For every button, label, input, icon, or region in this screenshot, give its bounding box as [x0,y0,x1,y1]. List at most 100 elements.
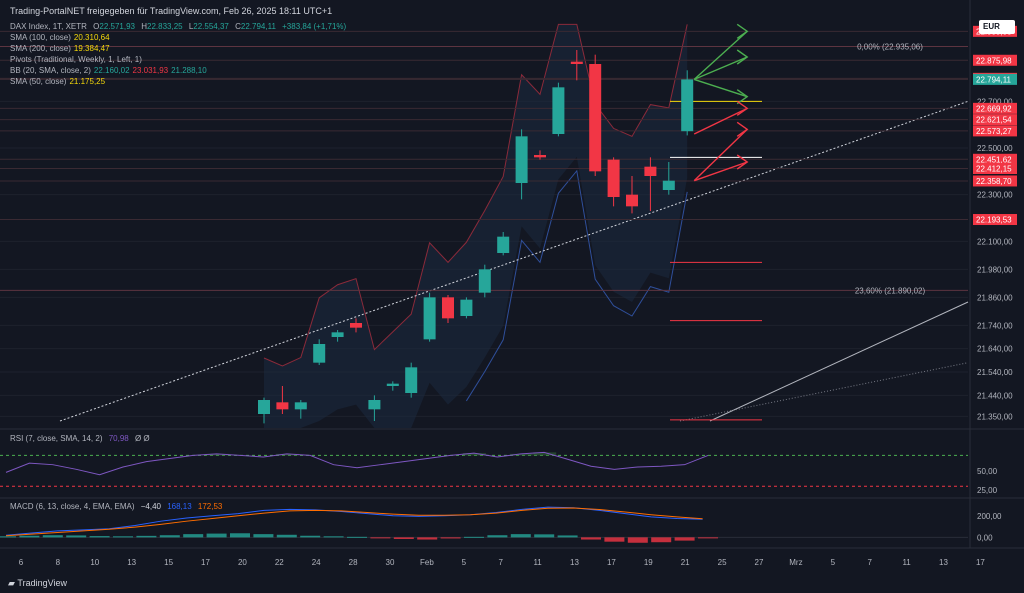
macd-histogram-bar [183,534,204,538]
y-tick-label: 21.640,00 [977,345,1013,354]
bollinger-upper-line [263,23,688,367]
x-tick-label: 30 [386,558,395,567]
red-arrow-head [736,100,749,116]
tradingview-icon: ▰ [8,578,18,588]
open-value: 22.571,93 [99,22,135,31]
candle-body [607,159,620,197]
macd-histogram-bar [604,537,625,542]
legend-pivots-row[interactable]: Pivots (Traditional, Weekly, 1, Left, 1) [10,55,142,64]
y-tick-label: 22.100,00 [977,237,1013,246]
x-tick-label: 13 [570,558,579,567]
rsi-overbought-fill [463,453,486,456]
macd-histogram-bar [66,535,87,538]
close-value: 22.794,11 [240,22,276,31]
x-tick-label: 17 [201,558,210,567]
green-arrow [693,78,748,98]
candle-body [681,79,694,132]
candle-body [515,136,528,183]
legend-sma100-row[interactable]: SMA (100, close) 20.310,64 [10,33,110,42]
rsi-legend[interactable]: RSI (7, close, SMA, 14, 2) 70,98 Ø Ø [10,434,150,443]
candle-body [368,400,381,410]
macd-histogram-bar [42,535,63,538]
x-tick-label: 8 [56,558,61,567]
macd-histogram-bar [0,536,16,538]
macd-histogram-bar [674,537,695,541]
macd-histogram-bar [440,537,461,539]
price-tag-bg [973,175,1017,187]
y-tick-label: 22.500,00 [977,144,1013,153]
candle-body [405,367,418,393]
candle-body [276,402,289,410]
price-tag-bg [973,125,1017,137]
candle-body [350,323,362,328]
bollinger-lower-line [465,169,688,402]
x-tick-label: 21 [681,558,690,567]
red-arrow-head [736,121,749,137]
macd-histogram-bar [19,535,40,538]
y-tick-label: 21.980,00 [977,265,1013,274]
y-tick-label: 21.440,00 [977,391,1013,400]
rsi-tick-label: 25,00 [977,486,998,495]
green-arrow [693,30,748,80]
rsi-tick-label: 50,00 [977,467,998,476]
x-tick-label: 27 [755,558,764,567]
candle-body [386,383,399,386]
share-header: Trading-PortalNET freigegeben für Tradin… [10,6,333,16]
x-tick-label: 13 [939,558,948,567]
macd-legend[interactable]: MACD (6, 13, close, 4, EMA, EMA) −4,40 1… [10,502,223,511]
macd-histogram-bar [89,536,110,538]
y-tick-label: 21.350,00 [977,412,1013,421]
red-arrow-head [736,154,749,170]
price-tag-bg [973,114,1017,126]
price-tag-bg [973,102,1017,114]
rsi-line [5,451,709,476]
macd-histogram-bar [581,537,601,540]
fib-level-label: 23,60% (21.890,02) [855,286,926,295]
x-tick-label: 25 [718,558,727,567]
trendline-dotted [59,100,969,422]
x-tick-label: 10 [90,558,99,567]
legend-sma200-row[interactable]: SMA (200, close) 19.384,47 [10,44,110,53]
rsi-overbought-fill [205,453,229,456]
candle-body [626,194,638,207]
price-tag-bg [973,153,1017,165]
x-tick-label: 22 [275,558,284,567]
candle-body [570,61,583,64]
macd-histogram-bar [393,537,414,539]
price-tag-bg [973,214,1017,226]
macd-histogram-bar [230,533,250,538]
macd-histogram-bar [113,536,133,538]
x-tick-label: 11 [533,558,542,567]
x-tick-label: 5 [462,558,467,567]
macd-histogram-bar [276,534,297,538]
macd-histogram-bar [300,535,321,538]
price-tag-label: 22.875,98 [976,56,1012,65]
candle-body [497,236,510,253]
macd-histogram-bar [698,537,718,539]
price-tag-label: 22.669,92 [976,104,1012,113]
macd-histogram-bar [487,535,508,538]
y-tick-label: 22.700,00 [977,97,1013,106]
macd-tick-label: 200,00 [977,512,1002,521]
price-tag-label: 22.621,54 [976,116,1012,125]
legend-bb-row[interactable]: BB (20, SMA, close, 2) 22.160,02 23.031,93… [10,66,207,75]
candle-body [442,297,454,319]
price-tag-label: 22.412,15 [976,164,1012,173]
price-tag-label: 22.794,11 [976,75,1012,84]
x-tick-label: 7 [867,558,872,567]
price-tag-bg [973,54,1017,66]
symbol-label: DAX Index, 1T, XETR [10,22,87,31]
macd-histogram-bar [347,536,367,538]
legend-sma50-row[interactable]: SMA (50, close) 21.175,25 [10,77,106,86]
y-tick-label: 22.300,00 [977,191,1013,200]
macd-histogram-bar [159,535,180,538]
currency-button[interactable]: EUR [979,20,1015,34]
rsi-overbought-fill [533,452,557,456]
macd-histogram-bar [651,537,672,543]
x-tick-label: 19 [644,558,653,567]
candle-body [644,166,657,176]
x-tick-label: 17 [607,558,616,567]
green-arrow-head [736,23,749,39]
